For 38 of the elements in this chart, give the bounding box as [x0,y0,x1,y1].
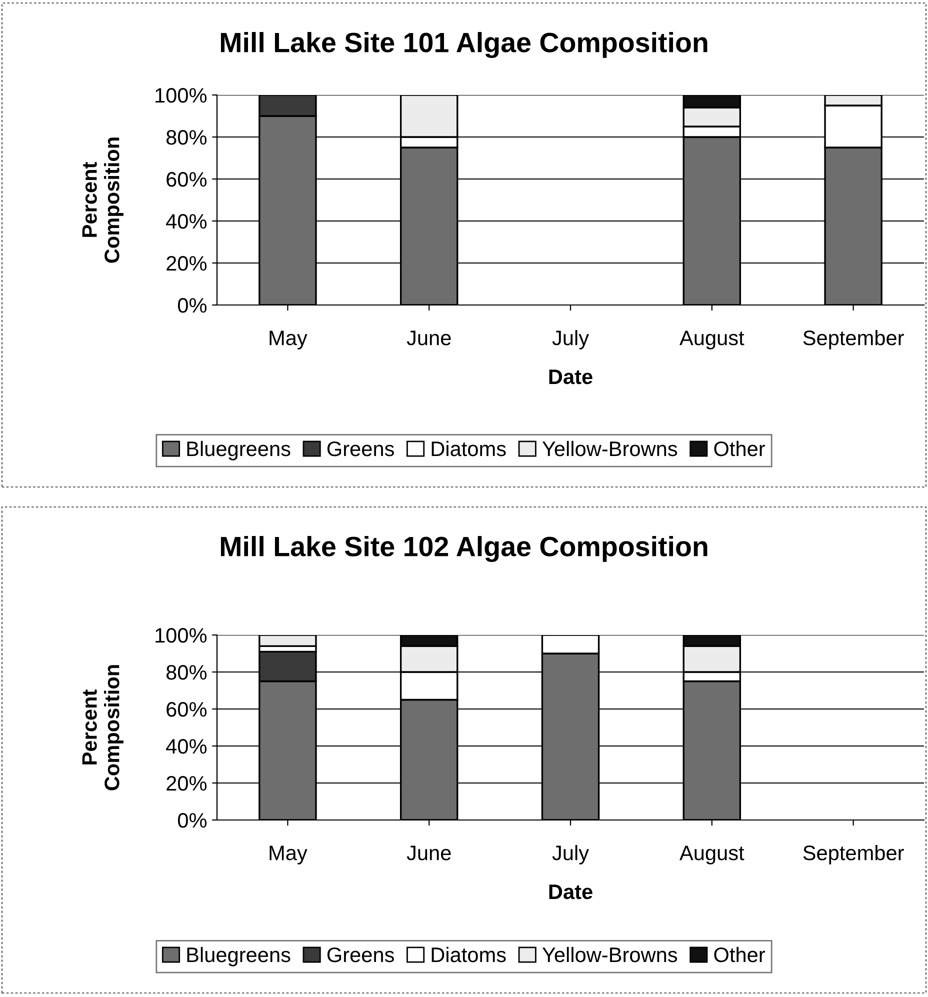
x-tick-label: August [680,330,744,350]
y-tick-label: 0% [178,298,207,313]
y-tick-label: 100% [156,628,207,643]
x-tick-label: July [552,330,589,350]
y-axis-title: Percent Composition [82,665,124,790]
y-tick-label: 60% [166,702,207,717]
legend-label: Greens [327,441,394,456]
x-axis-title: Date [549,884,592,900]
legend-label: Other [714,946,765,962]
x-tick-label: September [803,845,904,864]
y-tick-label: 80% [166,130,207,145]
legend-label: Other [714,440,765,456]
y-tick-label: 40% [166,214,207,229]
legend-label: Yellow-Browns [542,440,678,456]
x-axis-title: Date [549,370,592,384]
x-tick-label: July [552,845,589,864]
y-tick-label: 20% [166,256,207,271]
legend-label: Diatoms [432,440,506,456]
x-tick-label: June [406,330,451,346]
chart-title: Mill Lake Site 102 Algae Composition [220,536,708,562]
y-tick-label: 80% [166,665,207,680]
legend-label: Bluegreens [187,440,290,460]
x-tick-label: September [803,330,904,350]
y-tick-label: 0% [178,813,207,828]
y-tick-label: 100% [156,88,207,103]
chart-title: Mill Lake Site 101 Algae Composition [220,32,708,58]
x-tick-label: August [680,846,744,864]
y-axis-title: Percent Composition [82,138,124,263]
x-tick-label: June [406,846,451,860]
legend-label: Diatoms [432,946,506,962]
y-tick-label: 60% [166,172,207,187]
y-tick-label: 40% [166,739,207,754]
legend-label: Greens [327,947,394,962]
x-tick-label: May [270,330,308,350]
y-tick-label: 20% [166,776,207,791]
legend-label: Yellow-Browns [542,946,678,962]
legend-label: Bluegreens [187,946,290,966]
x-tick-label: May [270,846,308,864]
